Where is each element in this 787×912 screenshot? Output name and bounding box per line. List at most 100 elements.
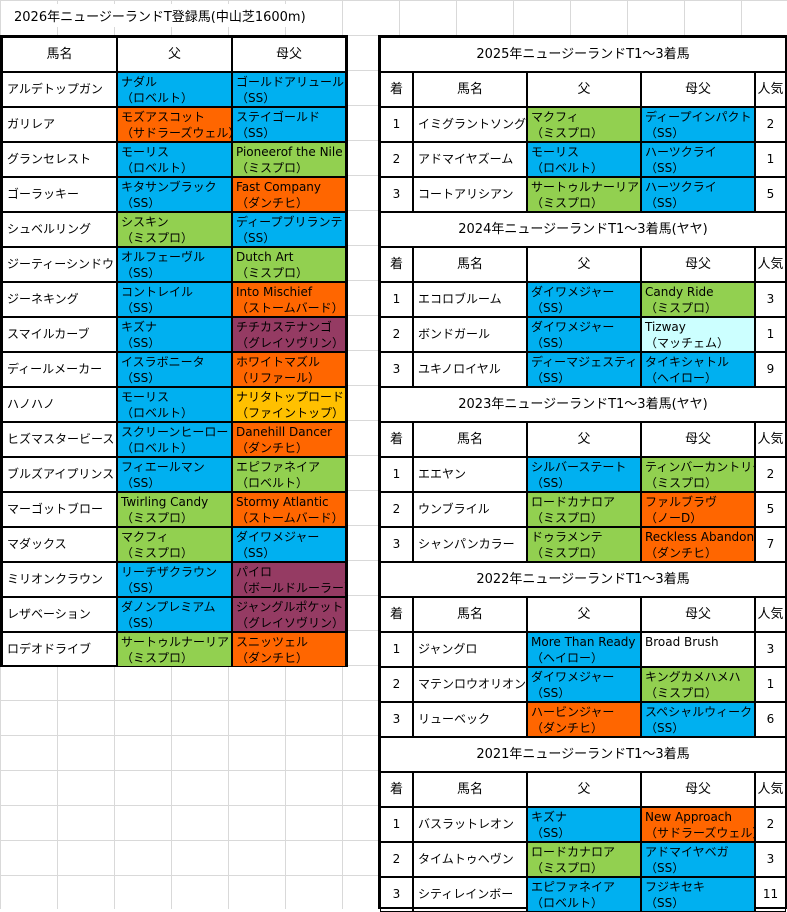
sire-cell-line2: （ミスプロ） <box>121 511 194 525</box>
dam-sire-cell-line1: Tizway <box>645 320 686 334</box>
place-cell: 3 <box>380 702 413 737</box>
popularity-cell: 9 <box>755 352 786 387</box>
sire-cell-line2: （SS） <box>121 581 161 595</box>
sire-cell: モズアスコット （サドラーズウェル） <box>117 107 232 142</box>
sire-cell-line2: （ロベルト） <box>121 91 194 105</box>
dam-sire-cell-line2: （SS） <box>645 196 685 210</box>
sire-cell: ドゥラメンテ （ミスプロ） <box>527 527 641 562</box>
dam-sire-cell-line1: Danehill Dancer <box>236 425 333 439</box>
horse-name: ボンドガール <box>413 317 527 352</box>
popularity-cell: 7 <box>755 527 786 562</box>
dam-sire-cell-line2: （SS） <box>645 126 685 140</box>
sire-cell: サートゥルナーリア （ミスプロ） <box>527 177 641 212</box>
dam-sire-cell-line2: （ミスプロ） <box>236 266 309 280</box>
dam-sire-cell-line2: （ダンチヒ） <box>645 546 718 560</box>
dam-sire-cell-line1: エピファネイア <box>236 460 321 474</box>
sire-cell: Twirling Candy （ミスプロ） <box>117 492 232 527</box>
sire-cell: シスキン （ミスプロ） <box>117 212 232 247</box>
dam-sire-cell-line1: スペシャルウィーク <box>645 705 753 719</box>
sire-cell-line1: サートゥルナーリア <box>531 180 640 194</box>
sire-cell: エピファネイア （ロベルト） <box>527 877 641 912</box>
dam-sire-cell-line1: Broad Brush <box>645 635 719 649</box>
sire-cell-line2: （SS） <box>121 371 161 385</box>
header-horse-name: 馬名 <box>413 597 527 632</box>
sire-cell: ダノンプレミアム （SS） <box>117 597 232 632</box>
section-title: 2024年ニュージーランドT1～3着馬(ヤヤ) <box>380 212 786 247</box>
horse-name: ウンブライル <box>413 492 527 527</box>
place-cell: 1 <box>380 632 413 667</box>
dam-sire-cell: Into Mischief （ストームバード） <box>232 282 346 317</box>
dam-sire-cell-line2: （ファイントップ） <box>236 406 345 420</box>
horse-name: バスラットレオン <box>413 807 527 842</box>
dam-sire-cell: エピファネイア （ロベルト） <box>232 457 346 492</box>
sire-cell-line2: （SS） <box>121 301 161 315</box>
popularity-cell: 2 <box>755 457 786 492</box>
dam-sire-cell-line1: ファルブラヴ <box>645 495 718 509</box>
sire-cell: ダイワメジャー （SS） <box>527 317 641 352</box>
dam-sire-cell: Stormy Atlantic （ストームバード） <box>232 492 346 527</box>
header-sire: 父 <box>527 247 641 282</box>
dam-sire-cell: ティンバーカントリー （ミスプロ） <box>641 457 755 492</box>
sire-cell: シルバーステート （SS） <box>527 457 641 492</box>
dam-sire-cell-line1: フジキセキ <box>645 880 706 894</box>
sire-cell-line2: （ロベルト） <box>121 406 194 420</box>
popularity-cell: 5 <box>755 492 786 527</box>
sire-cell-line2: （SS） <box>531 826 571 840</box>
horse-name: ディールメーカー <box>2 352 117 387</box>
sire-cell-line1: スクリーンヒーロー <box>121 425 229 439</box>
dam-sire-cell-line1: ステイゴールド <box>236 110 321 124</box>
header-popularity: 人気 <box>755 72 786 107</box>
horse-name: ゴーラッキー <box>2 177 117 212</box>
horse-name: マダックス <box>2 527 117 562</box>
sire-cell: ロードカナロア （ミスプロ） <box>527 842 641 877</box>
dam-sire-cell: ジャングルポケット （グレイソヴリン） <box>232 597 346 632</box>
dam-sire-cell: Fast Company （ダンチヒ） <box>232 177 346 212</box>
horse-name: マーゴットブロー <box>2 492 117 527</box>
place-cell: 2 <box>380 492 413 527</box>
sire-cell-line2: （SS） <box>531 336 571 350</box>
sire-cell-line1: マクフィ <box>531 110 579 124</box>
sire-cell: マクフィ （ミスプロ） <box>117 527 232 562</box>
sire-cell-line2: （SS） <box>531 686 571 700</box>
sire-cell-line1: オルフェーヴル <box>121 250 206 264</box>
sire-cell-line1: キタサンブラック <box>121 180 217 194</box>
page-title: 2026年ニュージーランドT登録馬(中山芝1600m) <box>10 4 310 27</box>
sire-cell-line1: ダノンプレミアム <box>121 600 216 614</box>
dam-sire-cell-line1: Stormy Atlantic <box>236 495 329 509</box>
sire-cell: リーチザクラウン （SS） <box>117 562 232 597</box>
horse-name: タイムトゥヘヴン <box>413 842 527 877</box>
popularity-cell: 3 <box>755 282 786 317</box>
horse-name: ヒズマスタービース <box>2 422 117 457</box>
dam-sire-cell-line2: （ノーD） <box>645 511 703 525</box>
horse-name: ジャングロ <box>413 632 527 667</box>
horse-name: イミグラントソング <box>413 107 527 142</box>
dam-sire-cell: ホワイトマズル （リファール） <box>232 352 346 387</box>
sire-cell: マクフィ （ミスプロ） <box>527 107 641 142</box>
place-cell: 3 <box>380 177 413 212</box>
sire-cell-line1: モズアスコット <box>121 110 206 124</box>
sire-cell: キズナ （SS） <box>117 317 232 352</box>
dam-sire-cell: ハーツクライ （SS） <box>641 177 755 212</box>
dam-sire-cell: ゴールドアリュール （SS） <box>232 72 346 107</box>
sire-cell: キタサンブラック （SS） <box>117 177 232 212</box>
dam-sire-cell: タイキシャトル （ヘイロー） <box>641 352 755 387</box>
dam-sire-cell-line1: ディープブリランテ <box>236 215 343 229</box>
horse-name: シュベルリング <box>2 212 117 247</box>
popularity-cell: 1 <box>755 667 786 702</box>
header-popularity: 人気 <box>755 422 786 457</box>
dam-sire-cell: Pioneerof the Nile （ミスプロ） <box>232 142 346 177</box>
sire-cell-line2: （SS） <box>121 616 161 630</box>
dam-sire-cell-line2: （ロベルト） <box>236 476 309 490</box>
header-horse-name: 馬名 <box>413 72 527 107</box>
horse-name: アルデトップガン <box>2 72 117 107</box>
sire-cell-line1: シルバーステート <box>531 460 627 474</box>
place-cell: 2 <box>380 667 413 702</box>
horse-name: アドマイヤズーム <box>413 142 527 177</box>
place-cell: 2 <box>380 317 413 352</box>
sire-cell: ナダル （ロベルト） <box>117 72 232 107</box>
header-dam-sire: 母父 <box>641 772 755 807</box>
horse-name: リューベック <box>413 702 527 737</box>
place-cell: 3 <box>380 877 413 912</box>
registered-horses-table: 馬名父母父 アルデトップガン ナダル （ロベルト） ゴールドアリュール （SS） ガリレアモ… <box>0 35 348 667</box>
sire-cell-line1: Twirling Candy <box>121 495 209 509</box>
